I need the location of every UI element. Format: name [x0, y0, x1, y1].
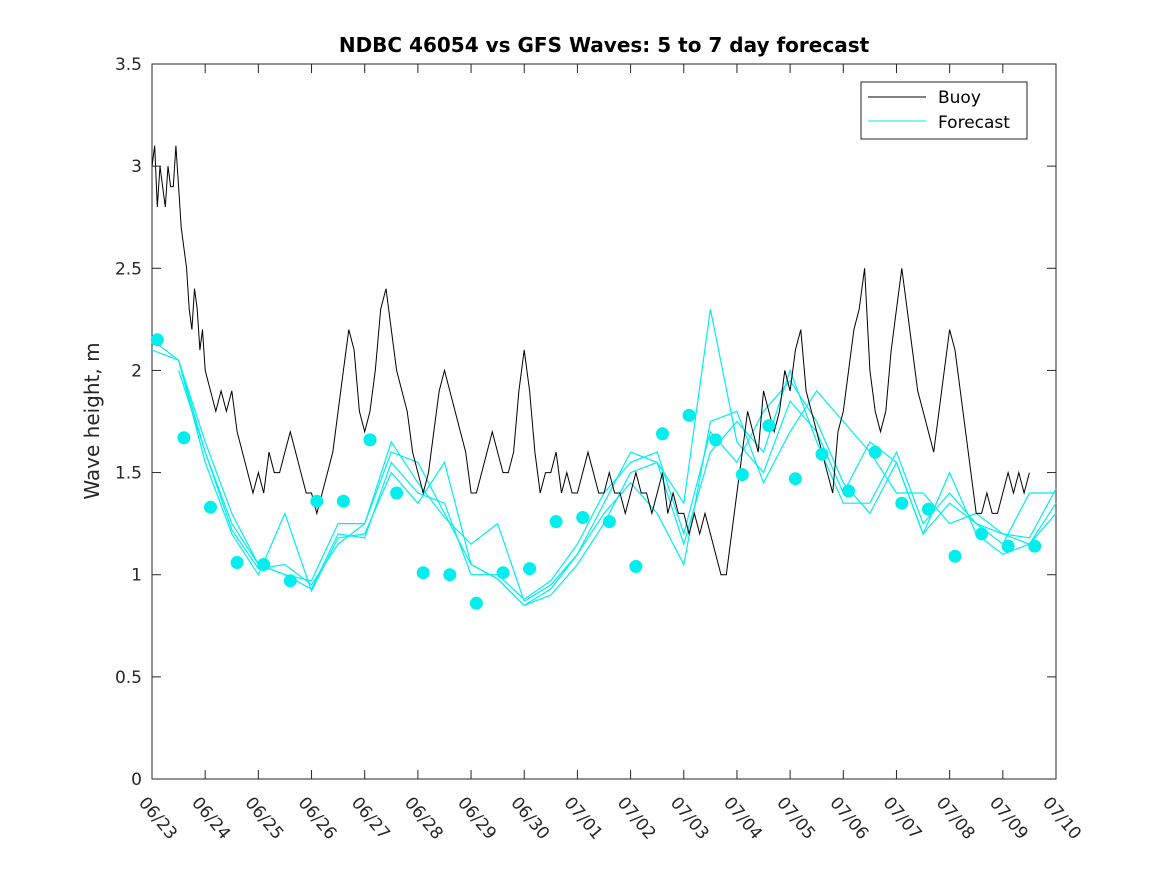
forecast-dot	[788, 472, 802, 486]
legend-label-buoy: Buoy	[938, 88, 981, 108]
forecast-dot	[762, 419, 776, 433]
forecast-dot	[656, 427, 669, 441]
forecast-dot	[177, 431, 191, 445]
y-tick-label: 2	[131, 361, 142, 381]
y-tick-label: 3.5	[115, 55, 142, 75]
forecast-dot	[443, 568, 457, 582]
y-tick-label: 0	[131, 770, 142, 790]
forecast-dot	[1001, 539, 1015, 553]
forecast-dot	[868, 445, 882, 459]
forecast-dot	[549, 515, 563, 529]
forecast-dot	[469, 596, 483, 610]
legend-box	[860, 81, 1028, 140]
forecast-dot	[735, 468, 749, 482]
forecast-dot	[709, 433, 723, 447]
forecast-dot	[815, 447, 829, 461]
forecast-dot	[310, 494, 324, 508]
buoy-line	[151, 145, 1030, 576]
forecast-dot	[1028, 539, 1042, 553]
forecast-dot	[336, 494, 350, 508]
plot-area	[151, 63, 1057, 780]
forecast-dot	[975, 527, 989, 541]
forecast-dot	[230, 556, 244, 569]
forecast-dot	[895, 496, 909, 510]
legend: Buoy Forecast	[860, 81, 1028, 140]
y-tick-label: 2.5	[115, 259, 142, 279]
y-tick-label: 3	[131, 157, 142, 177]
forecast-dot	[576, 511, 590, 524]
forecast-dot	[283, 574, 297, 588]
forecast-line-4	[178, 368, 1057, 607]
y-tick-label: 1.5	[115, 464, 142, 484]
y-tick-label: 0.5	[115, 668, 142, 688]
forecast-dot	[842, 484, 856, 498]
forecast-dot	[204, 500, 217, 514]
forecast-dot	[257, 558, 271, 571]
forecast-dot	[629, 560, 643, 573]
forecast-dot	[496, 566, 510, 580]
legend-label-forecast: Forecast	[938, 113, 1010, 133]
forecast-dot	[150, 333, 164, 347]
forecast-dot	[390, 486, 404, 500]
y-axis-label: Wave height, m	[80, 342, 104, 499]
forecast-dot	[363, 433, 377, 447]
y-tick-label: 1	[131, 566, 142, 586]
forecast-dot	[921, 502, 935, 516]
forecast-dot	[602, 515, 616, 529]
forecast-dot	[948, 549, 962, 563]
chart-title: NDBC 46054 vs GFS Waves: 5 to 7 day fore…	[339, 33, 870, 57]
forecast-dot	[416, 566, 430, 580]
chart-marks	[150, 145, 1057, 610]
forecast-dot	[682, 408, 696, 422]
forecast-dot	[523, 562, 537, 576]
